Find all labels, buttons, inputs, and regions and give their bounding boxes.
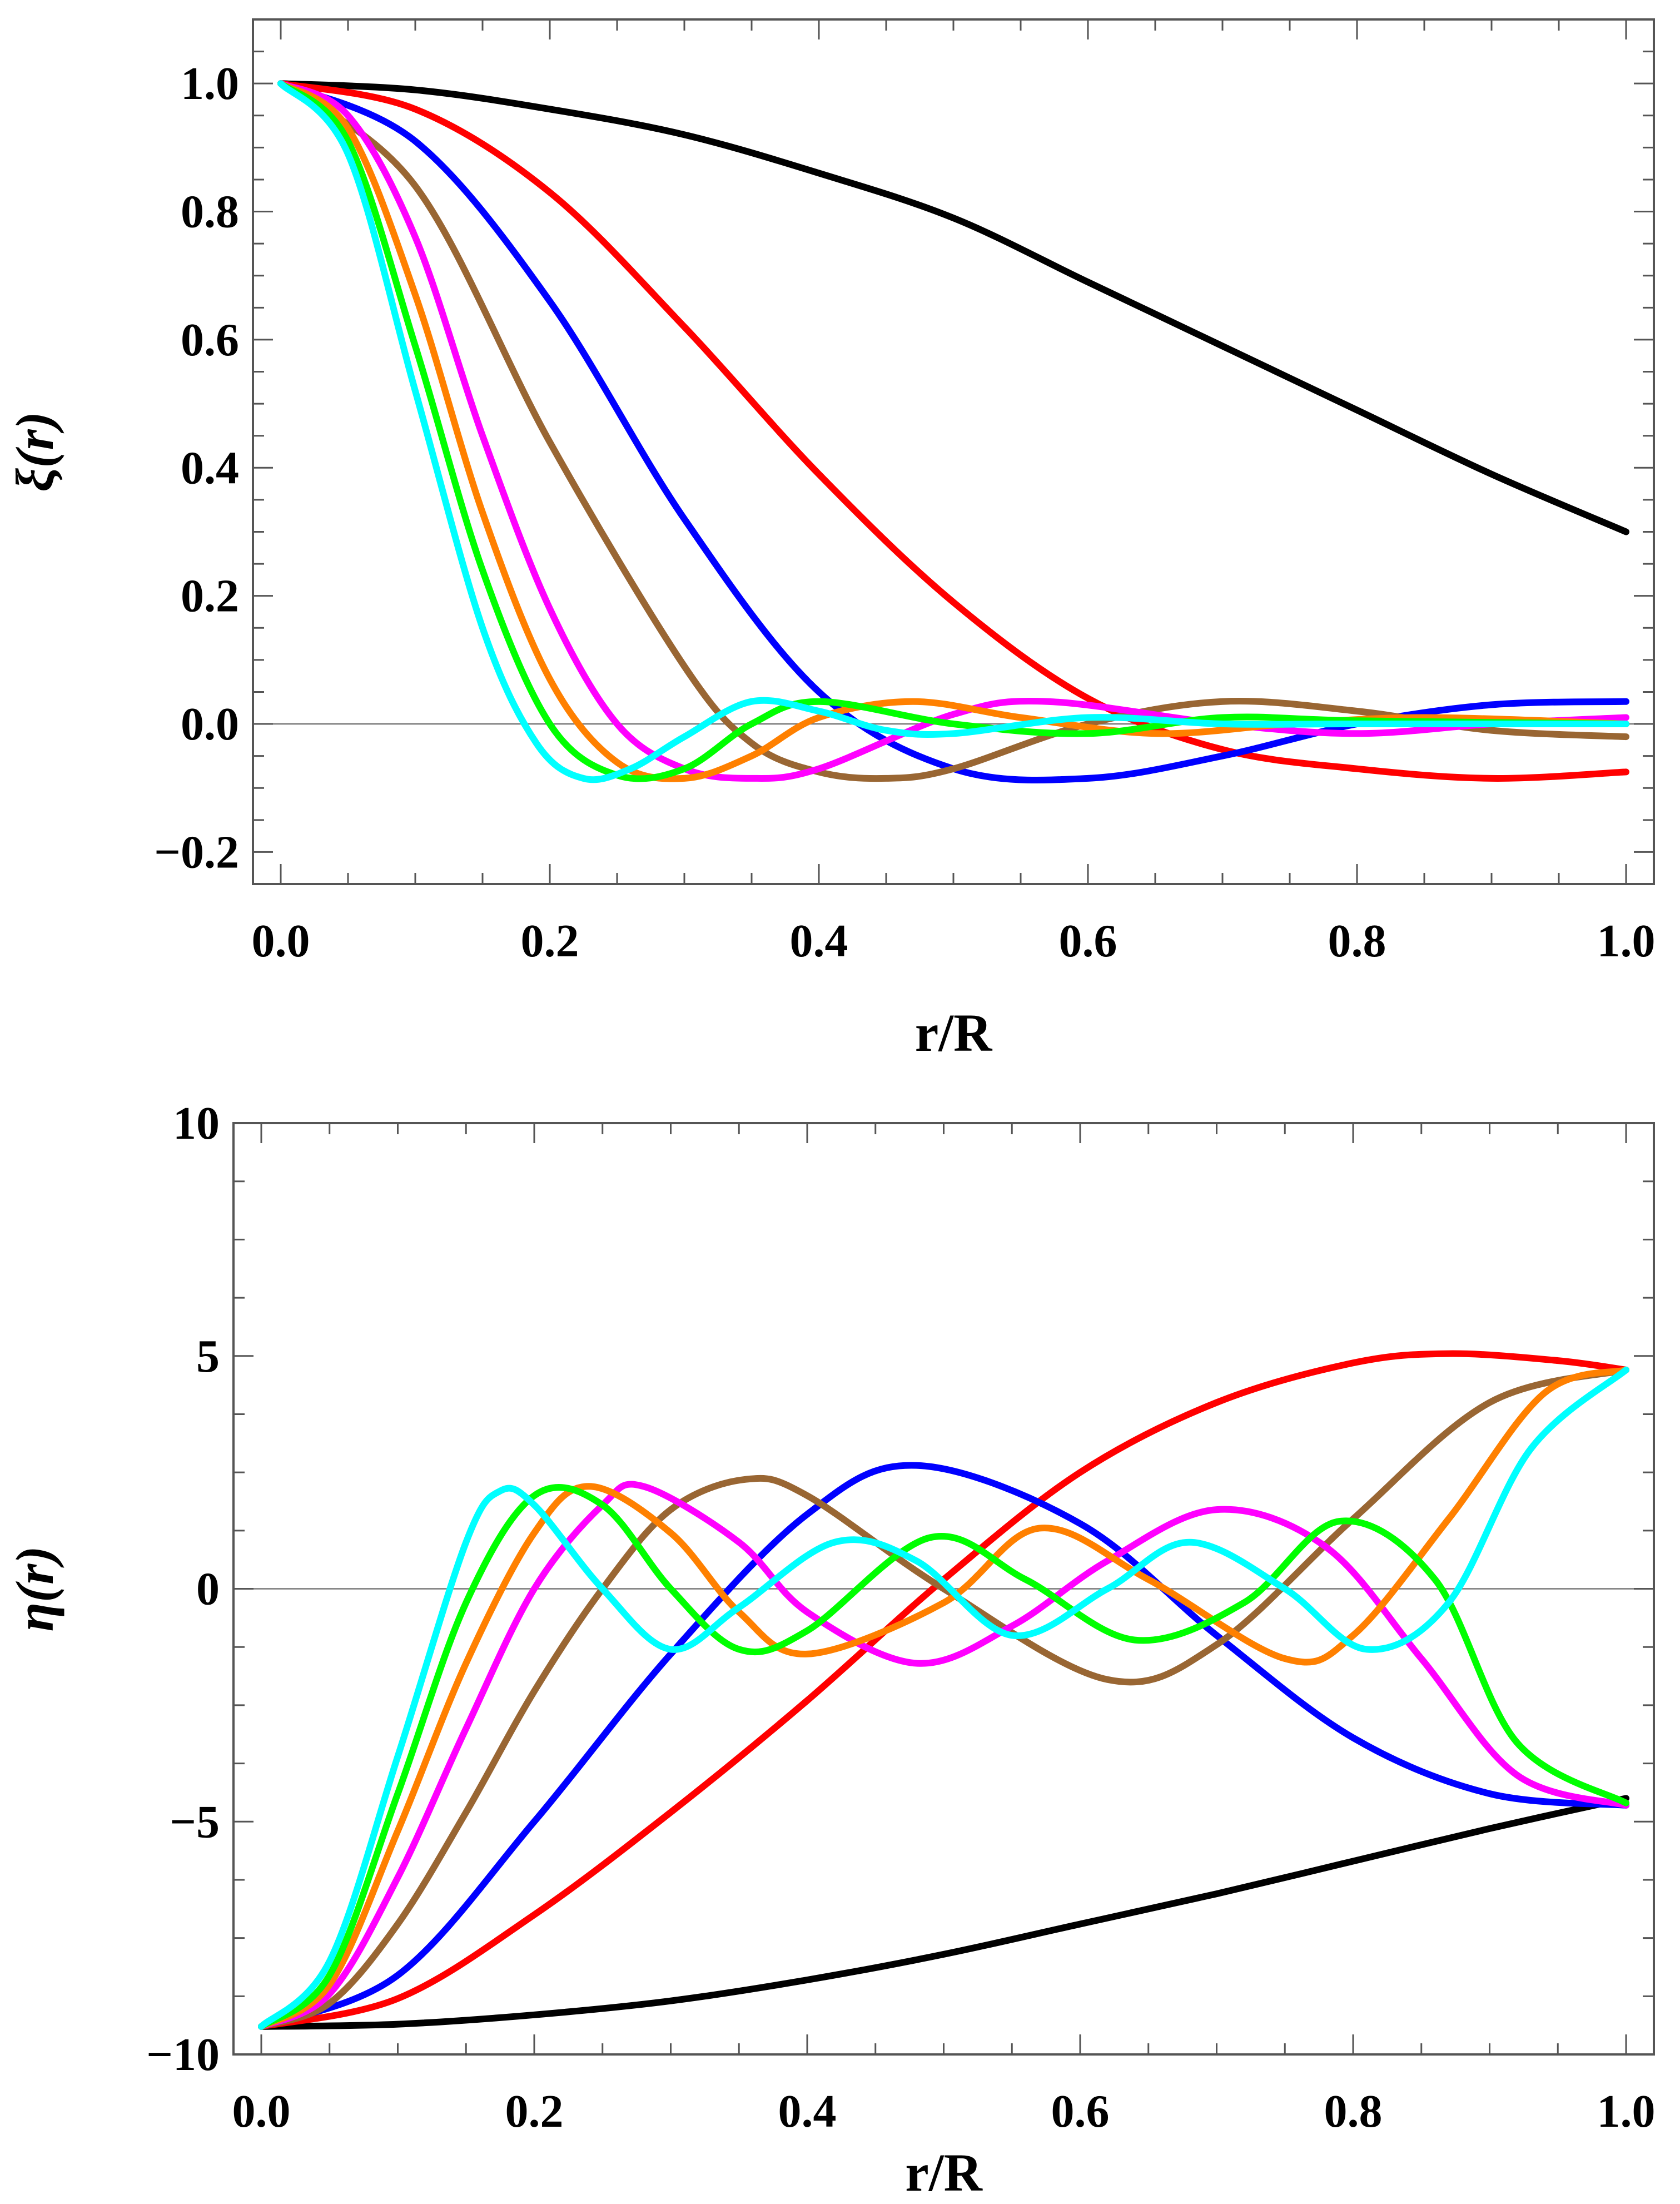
y-tick-label: −10	[146, 2029, 220, 2081]
xi-x-tick-labels: 0.0 0.2 0.4 0.6 0.8 1.0	[252, 915, 1656, 967]
x-tick-label: 0.0	[232, 2086, 291, 2137]
eta-series-2-line	[258, 1350, 1629, 2030]
x-tick-label: 0.8	[1324, 2086, 1383, 2137]
eta-y-tick-labels: −10 −5 0 5 10	[146, 1098, 220, 2081]
eta-series-3-line	[258, 1462, 1629, 2030]
xi-series-8-line	[277, 80, 1629, 783]
y-tick-label: 5	[196, 1331, 220, 1382]
eta-tick-marks	[233, 1122, 1654, 2056]
y-tick-label: 10	[173, 1098, 220, 1149]
y-tick-label: 0	[196, 1563, 220, 1615]
eta-series-5-line	[258, 1481, 1629, 2030]
xi-series-5-line	[277, 80, 1629, 782]
x-tick-label: 1.0	[1597, 915, 1656, 967]
x-tick-label: 0.6	[1051, 2086, 1110, 2137]
y-tick-label: 0.0	[181, 698, 239, 750]
eta-series-1-line	[258, 1795, 1629, 2030]
xi-series-group	[277, 80, 1629, 784]
y-tick-label: 0.6	[181, 314, 239, 366]
eta-series-7-line	[258, 1484, 1629, 2030]
xi-plot-frame	[252, 18, 1655, 885]
xi-series-2-line	[277, 80, 1629, 782]
xi-y-tick-labels: −0.2 0.0 0.2 0.4 0.6 0.8 1.0	[154, 58, 239, 878]
x-tick-label: 0.0	[252, 915, 310, 967]
x-tick-label: 1.0	[1597, 2086, 1656, 2137]
eta-series-6-line	[258, 1366, 1629, 2030]
xi-series-7-line	[277, 80, 1629, 782]
eta-series-8-line	[258, 1366, 1629, 2030]
eta-plot-panel: 0.0 0.2 0.4 0.6 0.8 1.0 −10 −5 0 5 10 r/R η(r)	[5, 1098, 1656, 2202]
xi-tick-marks	[253, 18, 1654, 885]
xi-y-axis-title: ξ(r)	[5, 411, 64, 492]
y-tick-label: 0.8	[181, 186, 239, 238]
x-tick-label: 0.4	[778, 2086, 837, 2137]
eta-x-axis-title: r/R	[905, 2143, 983, 2202]
xi-series-4-line	[277, 80, 1629, 782]
eta-y-axis-title: η(r)	[5, 1546, 64, 1632]
x-tick-label: 0.4	[790, 915, 848, 967]
x-tick-label: 0.2	[505, 2086, 564, 2137]
xi-series-1-line	[277, 80, 1629, 535]
y-tick-label: 0.4	[181, 442, 239, 494]
eta-series-group	[258, 1350, 1629, 2030]
y-tick-label: −5	[170, 1796, 220, 1848]
y-tick-label: −0.2	[154, 826, 239, 878]
xi-x-axis-title: r/R	[915, 1003, 993, 1063]
y-tick-label: 1.0	[181, 58, 239, 110]
x-tick-label: 0.8	[1328, 915, 1386, 967]
eta-plot-frame	[232, 1122, 1655, 2056]
xi-plot-panel: 0.0 0.2 0.4 0.6 0.8 1.0 −0.20.00.20.40.60.81.…	[5, 18, 1656, 1063]
y-tick-label: 0.2	[181, 570, 239, 622]
x-tick-label: 0.2	[521, 915, 579, 967]
x-tick-label: 0.6	[1059, 915, 1117, 967]
eta-x-tick-labels: 0.0 0.2 0.4 0.6 0.8 1.0	[232, 2086, 1656, 2137]
